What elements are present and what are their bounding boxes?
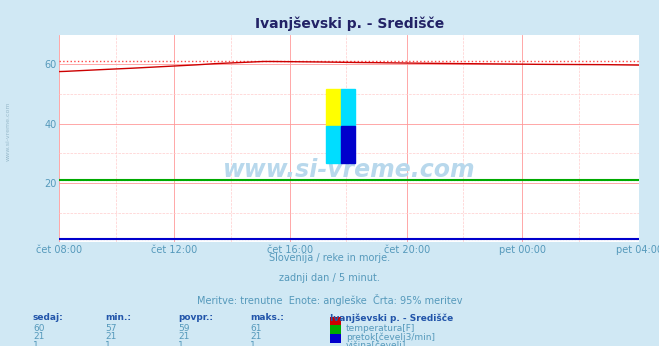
Title: Ivanjševski p. - Središče: Ivanjševski p. - Središče — [254, 16, 444, 31]
Text: Ivanjševski p. - Središče: Ivanjševski p. - Središče — [330, 313, 453, 322]
Text: 57: 57 — [105, 324, 117, 333]
Bar — [341, 126, 355, 163]
Text: maks.:: maks.: — [250, 313, 284, 322]
Text: zadnji dan / 5 minut.: zadnji dan / 5 minut. — [279, 273, 380, 283]
Text: pretok[čevelj3/min]: pretok[čevelj3/min] — [346, 332, 435, 342]
Text: 1: 1 — [33, 341, 39, 346]
Text: 1: 1 — [250, 341, 256, 346]
Text: www.si-vreme.com: www.si-vreme.com — [5, 102, 11, 161]
Text: min.:: min.: — [105, 313, 131, 322]
Text: 21: 21 — [33, 332, 44, 341]
Bar — [341, 89, 355, 126]
Text: 21: 21 — [250, 332, 262, 341]
Text: 21: 21 — [105, 332, 117, 341]
Text: višina[čevelj]: višina[čevelj] — [346, 341, 407, 346]
Text: 60: 60 — [33, 324, 44, 333]
Text: sedaj:: sedaj: — [33, 313, 64, 322]
Text: temperatura[F]: temperatura[F] — [346, 324, 415, 333]
Text: povpr.:: povpr.: — [178, 313, 213, 322]
Bar — [326, 89, 341, 126]
Text: Slovenija / reke in morje.: Slovenija / reke in morje. — [269, 253, 390, 263]
Text: 61: 61 — [250, 324, 262, 333]
Text: www.si-vreme.com: www.si-vreme.com — [223, 157, 476, 182]
Text: 21: 21 — [178, 332, 189, 341]
Text: 59: 59 — [178, 324, 189, 333]
Text: 1: 1 — [105, 341, 111, 346]
Text: Meritve: trenutne  Enote: angleške  Črta: 95% meritev: Meritve: trenutne Enote: angleške Črta: … — [197, 294, 462, 306]
Bar — [326, 126, 341, 163]
Text: 1: 1 — [178, 341, 184, 346]
